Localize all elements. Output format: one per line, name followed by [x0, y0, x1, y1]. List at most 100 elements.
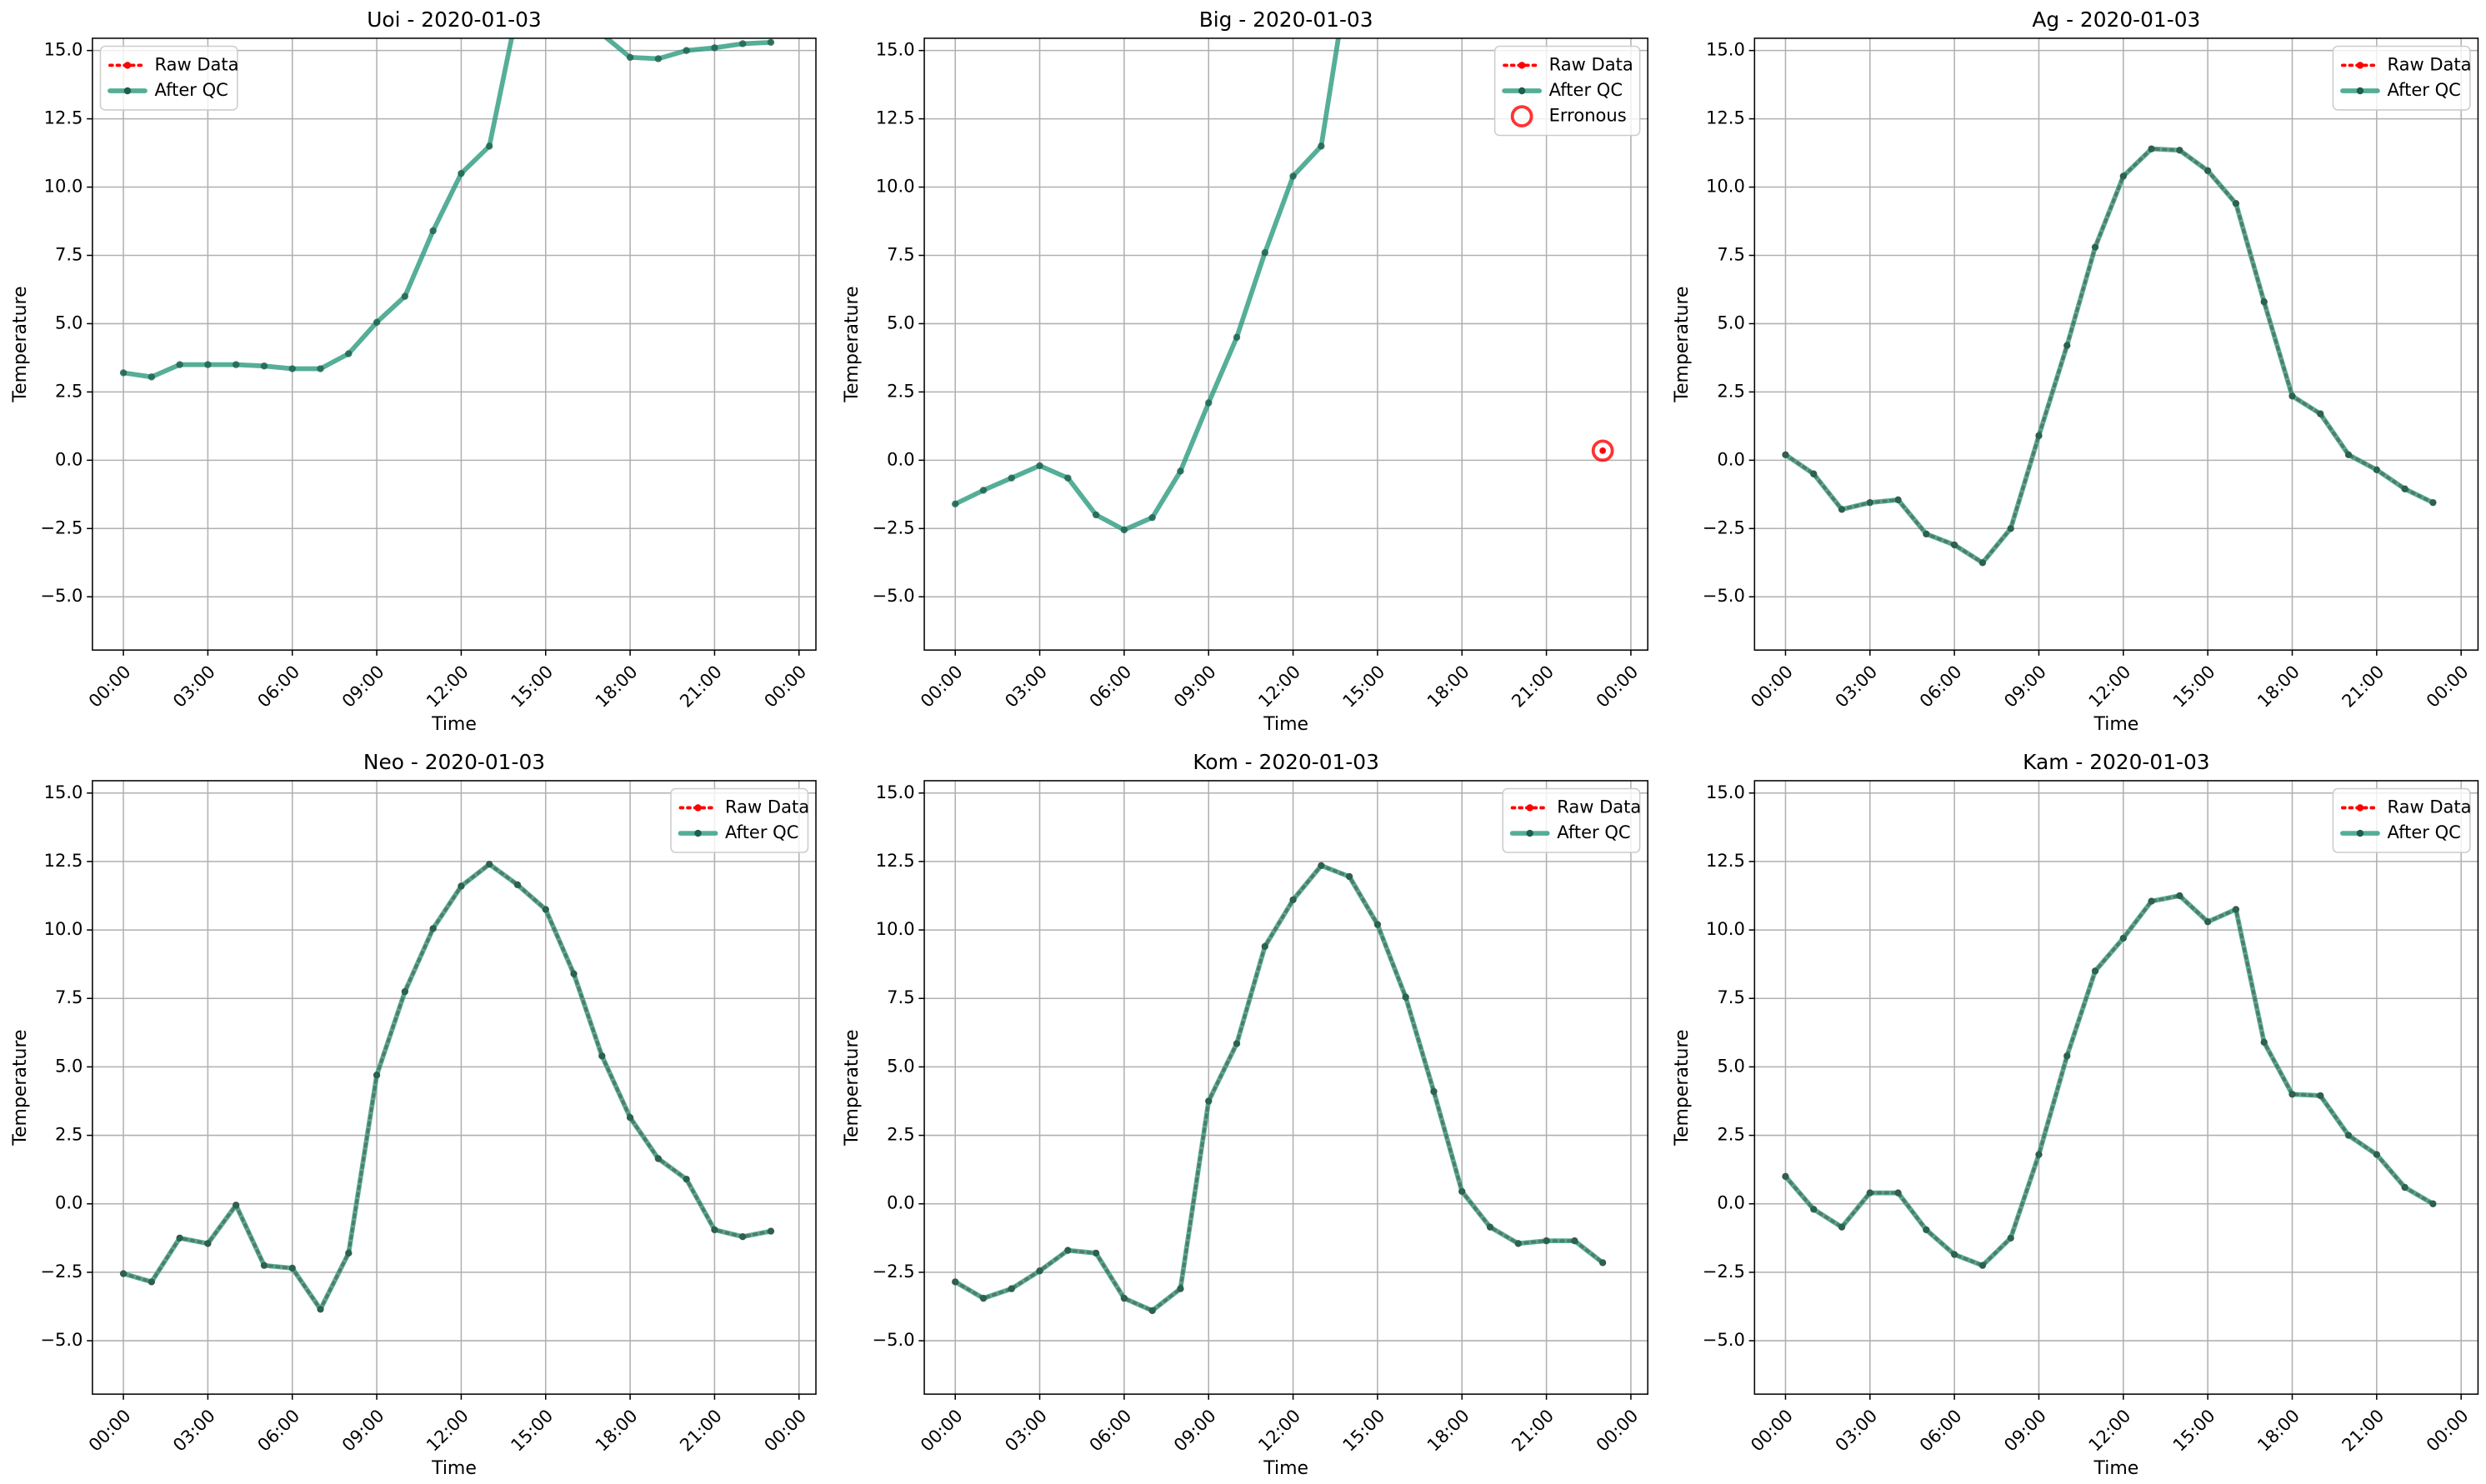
point — [1092, 511, 1100, 519]
point — [1810, 1206, 1818, 1213]
point — [176, 361, 183, 368]
point — [767, 1227, 775, 1235]
legend-label: Erronous — [1549, 105, 1627, 126]
y-axis-label: Temperature — [1672, 1029, 1693, 1146]
x-tick-label: 00:00 — [1592, 1405, 1643, 1456]
axes-frame — [1753, 37, 2479, 651]
x-tick-label: 18:00 — [1423, 1405, 1473, 1456]
legend: Raw Data After QC — [99, 45, 239, 111]
point — [1008, 474, 1015, 482]
point — [429, 227, 437, 235]
x-tick-label: 18:00 — [591, 661, 642, 712]
x-tick-label: 00:00 — [1592, 661, 1643, 712]
point — [288, 365, 296, 372]
point — [1261, 249, 1269, 257]
x-tick-label: 21:00 — [2338, 661, 2388, 712]
point — [373, 1072, 381, 1079]
legend-marker — [694, 829, 702, 837]
point — [1458, 1187, 1466, 1196]
point — [2176, 147, 2183, 154]
series-layer — [1782, 892, 2437, 1269]
point — [2260, 298, 2268, 306]
legend-label: Raw Data — [725, 796, 809, 817]
subplot-title: Neo - 2020-01-03 — [363, 750, 545, 774]
y-tick-label: −2.5 — [873, 1261, 915, 1282]
point — [1092, 1249, 1100, 1257]
y-axis-label: Temperature — [10, 1029, 31, 1146]
point — [1486, 1223, 1494, 1231]
point — [2148, 145, 2155, 152]
point — [2260, 1038, 2268, 1047]
legend-marker — [123, 87, 132, 95]
legend-label: Raw Data — [2387, 796, 2471, 817]
point — [2288, 392, 2296, 400]
point — [683, 47, 690, 54]
point — [2401, 1183, 2408, 1192]
y-tick-label: 7.5 — [1717, 987, 1744, 1007]
y-tick-label: 10.0 — [44, 918, 83, 939]
point — [1064, 474, 1072, 482]
y-tick-label: 10.0 — [1706, 918, 1745, 939]
subplot-title: Big - 2020-01-03 — [1199, 7, 1373, 32]
point — [176, 1234, 183, 1242]
point — [2119, 172, 2128, 180]
point — [148, 1278, 156, 1286]
y-tick-label: −5.0 — [40, 585, 83, 606]
point — [2203, 167, 2212, 175]
erroneous-marker — [1591, 439, 1614, 462]
point — [2148, 897, 2155, 905]
legend-box — [1502, 787, 1641, 853]
plot-area — [1754, 780, 2478, 1395]
point — [513, 881, 522, 889]
point — [1064, 1247, 1072, 1254]
x-tick-label: 03:00 — [1001, 661, 1052, 712]
point — [2063, 342, 2071, 349]
point — [2063, 1052, 2071, 1060]
point — [1318, 862, 1325, 870]
point — [2091, 967, 2099, 975]
y-tick-label: 2.5 — [887, 1124, 914, 1145]
x-axis-label: Time — [1263, 1458, 1308, 1479]
point — [232, 361, 240, 368]
y-tick-label: 7.5 — [1717, 243, 1744, 264]
x-tick-label: 00:00 — [916, 661, 967, 712]
x-tick-label: 18:00 — [591, 1405, 642, 1456]
x-tick-label: 15:00 — [507, 661, 558, 712]
plot-area — [924, 37, 1648, 651]
x-tick-label: 00:00 — [2422, 1405, 2473, 1456]
legend-label: After QC — [2387, 79, 2460, 100]
x-tick-label: 00:00 — [84, 1405, 135, 1456]
y-tick-label: −2.5 — [873, 517, 915, 537]
point — [2119, 934, 2128, 942]
y-tick-label: 5.0 — [55, 1055, 83, 1076]
y-tick-label: −5.0 — [40, 1329, 83, 1350]
legend-marker — [1526, 804, 1533, 812]
y-tick-label: 10.0 — [876, 176, 915, 197]
y-tick-label: 12.5 — [44, 107, 83, 128]
point — [1950, 1251, 1958, 1258]
point — [2344, 1132, 2353, 1139]
point — [458, 882, 465, 890]
series-layer — [952, 37, 1614, 534]
point — [1838, 506, 1846, 513]
plot-area — [92, 780, 817, 1395]
x-tick-label: 15:00 — [1338, 1405, 1389, 1456]
y-tick-label: −5.0 — [873, 1329, 915, 1350]
axes-frame — [1753, 780, 2479, 1395]
qc-line — [121, 862, 773, 1312]
x-tick-label: 12:00 — [422, 1405, 473, 1456]
qc-line — [953, 862, 1606, 1313]
x-axis-label: Time — [1263, 714, 1308, 735]
x-tick-label: 18:00 — [2253, 661, 2303, 712]
point — [1120, 1294, 1128, 1302]
subplot-title: Kom - 2020-01-03 — [1193, 750, 1379, 774]
point — [2288, 1091, 2296, 1098]
point — [1233, 333, 1241, 342]
x-tick-label: 03:00 — [1831, 1405, 1882, 1456]
plot-area — [1754, 37, 2478, 651]
y-tick-label: 0.0 — [55, 448, 83, 469]
x-tick-label: 12:00 — [2084, 661, 2135, 712]
point — [401, 987, 409, 996]
y-tick-label: 0.0 — [55, 1192, 83, 1213]
